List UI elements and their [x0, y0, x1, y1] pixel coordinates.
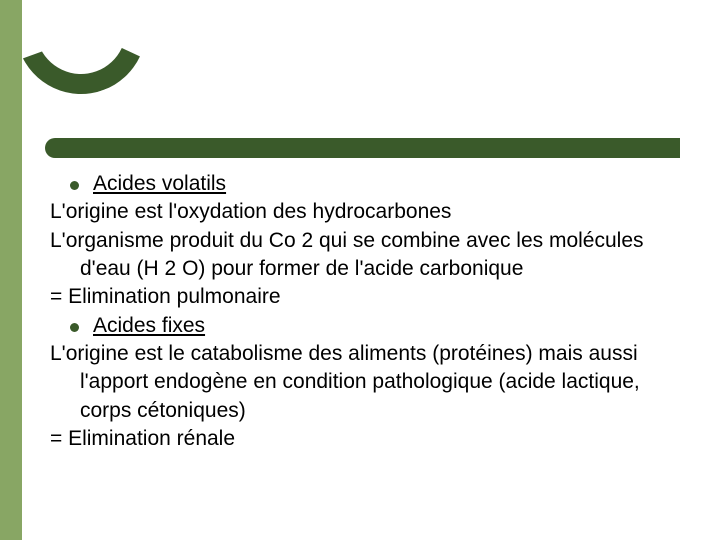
body-line-2: L'organisme produit du Co 2 qui se combi…	[50, 227, 690, 284]
bullet-2-label: Acides fixes	[93, 312, 205, 340]
corner-arc	[0, 0, 164, 112]
left-stripe	[0, 0, 22, 540]
slide-body: Acides volatils L'origine est l'oxydatio…	[50, 170, 690, 453]
body-line-3: = Elimination pulmonaire	[50, 283, 690, 311]
bullet-item-1: Acides volatils	[50, 170, 690, 198]
bullet-item-2: Acides fixes	[50, 312, 690, 340]
bullet-dot-icon	[70, 323, 79, 332]
bullet-dot-icon	[70, 181, 79, 190]
title-bar	[45, 138, 680, 158]
body-line-1: L'origine est l'oxydation des hydrocarbo…	[50, 198, 690, 226]
body-line-5: = Elimination rénale	[50, 425, 690, 453]
body-line-4: L'origine est le catabolisme des aliment…	[50, 340, 690, 425]
bullet-1-label: Acides volatils	[93, 170, 226, 198]
